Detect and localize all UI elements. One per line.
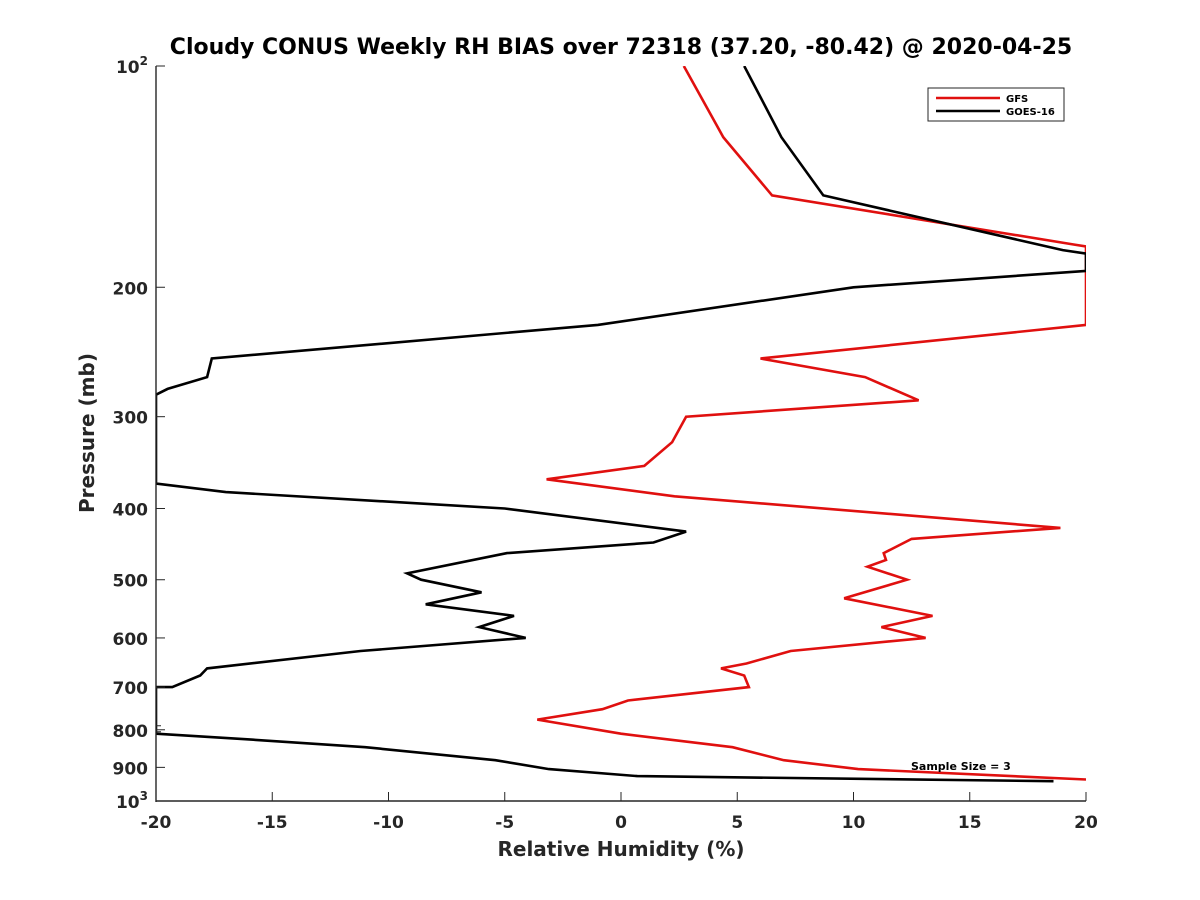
- y-tick-label: 800: [113, 722, 149, 742]
- y-tick-label: 700: [113, 679, 149, 699]
- legend: GFS GOES-16: [927, 87, 1065, 122]
- x-tick-label: 20: [1074, 813, 1098, 833]
- y-tick-label: 400: [113, 501, 149, 521]
- series-line-gfs: [537, 66, 1086, 781]
- x-tick-label: 10: [842, 813, 866, 833]
- y-tick-label: 200: [113, 279, 149, 299]
- x-ticks: -20 -15 -10 -5 0 5 10 15 20: [141, 792, 1098, 833]
- y-tick-exponent: 3: [140, 789, 148, 803]
- x-tick-label: 0: [615, 813, 627, 833]
- legend-box: [927, 87, 1065, 122]
- y-tick-label: 900: [113, 759, 149, 779]
- y-tick-exponent: 2: [140, 54, 148, 68]
- x-tick-label: -20: [141, 813, 172, 833]
- legend-label: GOES-16: [1006, 107, 1055, 118]
- x-tick-label: 15: [958, 813, 982, 833]
- y-tick-label: 600: [113, 630, 149, 650]
- sample-size-annotation: Sample Size = 3: [911, 760, 1011, 773]
- x-tick-label: -10: [373, 813, 404, 833]
- y-tick-label: 103: [116, 789, 148, 813]
- x-axis-label: Relative Humidity (%): [497, 837, 744, 861]
- y-tick-label: 102: [116, 54, 148, 78]
- y-tick-label: 300: [113, 409, 149, 429]
- series-lines: [156, 66, 1086, 783]
- chart-title: Cloudy CONUS Weekly RH BIAS over 72318 (…: [170, 35, 1072, 60]
- x-tick-label: -5: [495, 813, 514, 833]
- y-tick-base: 10: [116, 793, 140, 813]
- y-tick-base: 10: [116, 58, 140, 78]
- x-tick-label: 5: [731, 813, 743, 833]
- legend-label: GFS: [1006, 94, 1028, 105]
- x-tick-label: -15: [257, 813, 288, 833]
- series-line-goes-16: [156, 66, 1086, 783]
- y-tick-label: 500: [113, 572, 149, 592]
- y-axis-label: Pressure (mb): [75, 353, 99, 513]
